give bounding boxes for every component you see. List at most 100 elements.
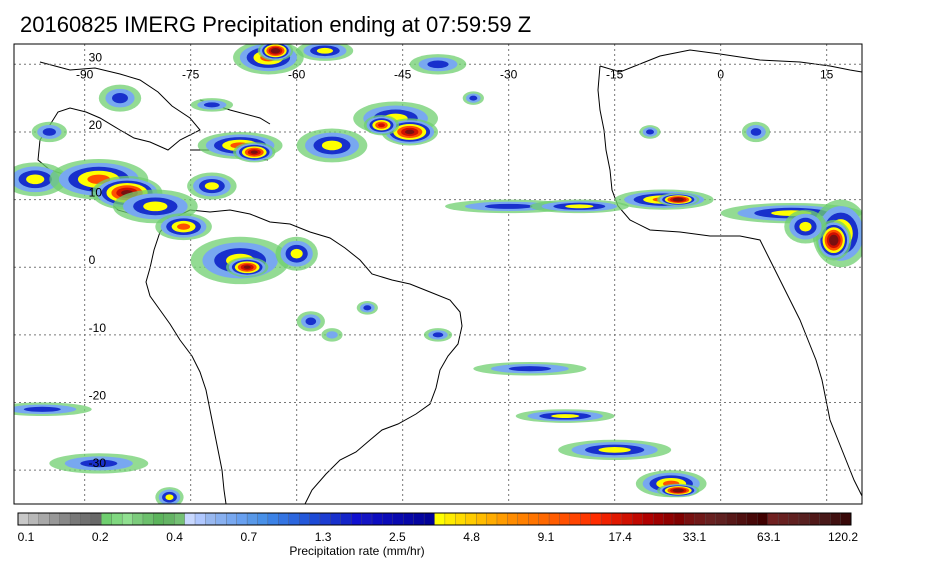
- precip-cell: [378, 123, 385, 128]
- colorbar-swatch: [653, 512, 665, 526]
- colorbar-swatch: [548, 512, 560, 526]
- colorbar-tick-label: 0.7: [240, 530, 258, 544]
- latitude-label: -20: [89, 389, 107, 403]
- colorbar-swatch: [413, 512, 425, 526]
- colorbar-swatch: [434, 512, 446, 526]
- precip-cell: [675, 198, 682, 202]
- map-title: 20160825 IMERG Precipitation ending at 0…: [20, 12, 532, 37]
- precip-cell: [203, 102, 220, 108]
- colorbar-swatch: [486, 512, 498, 526]
- colorbar-swatch: [736, 512, 748, 526]
- longitude-label: -45: [394, 67, 412, 81]
- colorbar-swatch: [673, 512, 685, 526]
- colorbar-tick-label: 4.8: [463, 530, 480, 544]
- colorbar-swatch: [423, 512, 435, 526]
- colorbar-swatch: [621, 512, 633, 526]
- precip-cell: [551, 414, 580, 418]
- colorbar-swatch: [142, 512, 154, 526]
- precip-cell: [321, 140, 343, 151]
- precip-cell: [427, 60, 449, 69]
- colorbar-swatch: [351, 512, 363, 526]
- colorbar-frame: [17, 512, 852, 526]
- colorbar-swatch: [361, 512, 373, 526]
- colorbar-tick-label: 120.2: [827, 530, 859, 544]
- colorbar-tick-label: 1.3: [314, 530, 332, 544]
- latitude-labels: 30 20 10 0 -10 -20 -30: [89, 50, 107, 470]
- colorbar-swatch: [715, 512, 727, 526]
- colorbar-tick-label: 63.1: [757, 530, 781, 544]
- precip-cell: [250, 150, 258, 154]
- coastlines: [37, 49, 862, 504]
- longitude-label: -60: [288, 67, 306, 81]
- colorbar-swatch: [101, 512, 113, 526]
- colorbar-swatch: [288, 512, 300, 526]
- precip-cell: [177, 223, 191, 230]
- colorbar-swatch: [403, 512, 415, 526]
- colorbar-swatch: [215, 512, 227, 526]
- precip-cell: [831, 237, 837, 244]
- colorbar-swatch: [90, 512, 102, 526]
- longitude-label: 15: [820, 67, 834, 81]
- colorbar-swatch: [809, 512, 821, 526]
- graticule: [14, 44, 862, 504]
- colorbar-tick-label: 9.1: [537, 530, 555, 544]
- colorbar-tick-label: 0.4: [166, 530, 183, 544]
- latitude-label: -10: [89, 321, 107, 335]
- colorbar-swatch: [163, 512, 175, 526]
- colorbar-swatch: [69, 512, 81, 526]
- colorbar-swatch: [184, 512, 196, 526]
- colorbar-swatch: [153, 512, 165, 526]
- colorbar-tick-label: 17.4: [608, 530, 632, 544]
- colorbar-swatch: [663, 512, 675, 526]
- precip-cell: [565, 204, 594, 209]
- colorbar-swatch: [569, 512, 581, 526]
- colorbar-swatch: [205, 512, 217, 526]
- colorbar-swatch: [475, 512, 488, 526]
- colorbar-swatch: [611, 512, 623, 526]
- colorbar-swatch: [392, 512, 404, 526]
- colorbar-swatch: [600, 512, 612, 526]
- longitude-label: -75: [182, 67, 200, 81]
- precip-cell: [204, 182, 219, 190]
- colorbar-swatch: [705, 512, 717, 526]
- colorbar-swatch: [830, 512, 842, 526]
- precip-cell: [469, 95, 478, 101]
- precip-cell: [80, 459, 118, 468]
- colorbar-swatch: [298, 512, 311, 526]
- precip-cell: [23, 406, 61, 412]
- colorbar-swatch: [694, 512, 706, 526]
- colorbar-swatch: [777, 512, 789, 526]
- longitude-label: 0: [717, 67, 724, 81]
- precip-cell: [305, 317, 317, 326]
- colorbar-swatch: [642, 512, 654, 526]
- colorbar-swatch: [38, 512, 50, 526]
- latitude-label: 30: [89, 50, 103, 64]
- colorbar-swatch: [528, 512, 540, 526]
- colorbar-swatch: [455, 512, 467, 526]
- precip-cell: [143, 201, 168, 212]
- colorbar-swatch: [632, 512, 644, 526]
- precip-cell: [272, 49, 279, 53]
- precipitation-cells: [14, 44, 862, 504]
- colorbar-swatch: [80, 512, 92, 526]
- precip-cell: [675, 488, 682, 492]
- colorbar-swatch: [840, 512, 852, 526]
- colorbar-swatch: [121, 512, 133, 526]
- precip-cell: [799, 221, 812, 232]
- latitude-label: -30: [89, 456, 107, 470]
- colorbar-tick-label: 33.1: [682, 530, 707, 544]
- colorbar-swatch: [590, 512, 602, 526]
- colorbar-swatch: [267, 512, 279, 526]
- colorbar-swatch: [725, 512, 737, 526]
- colorbar-swatch: [194, 512, 206, 526]
- colorbar-swatch: [59, 512, 71, 526]
- colorbar-swatch: [538, 512, 550, 526]
- precip-cell: [363, 305, 372, 311]
- latitude-label: 20: [89, 118, 103, 132]
- colorbar-swatch: [788, 512, 800, 526]
- colorbar-swatch: [132, 512, 144, 526]
- colorbar-swatch: [28, 512, 40, 526]
- precip-cell: [243, 265, 251, 269]
- precip-cell: [508, 366, 552, 372]
